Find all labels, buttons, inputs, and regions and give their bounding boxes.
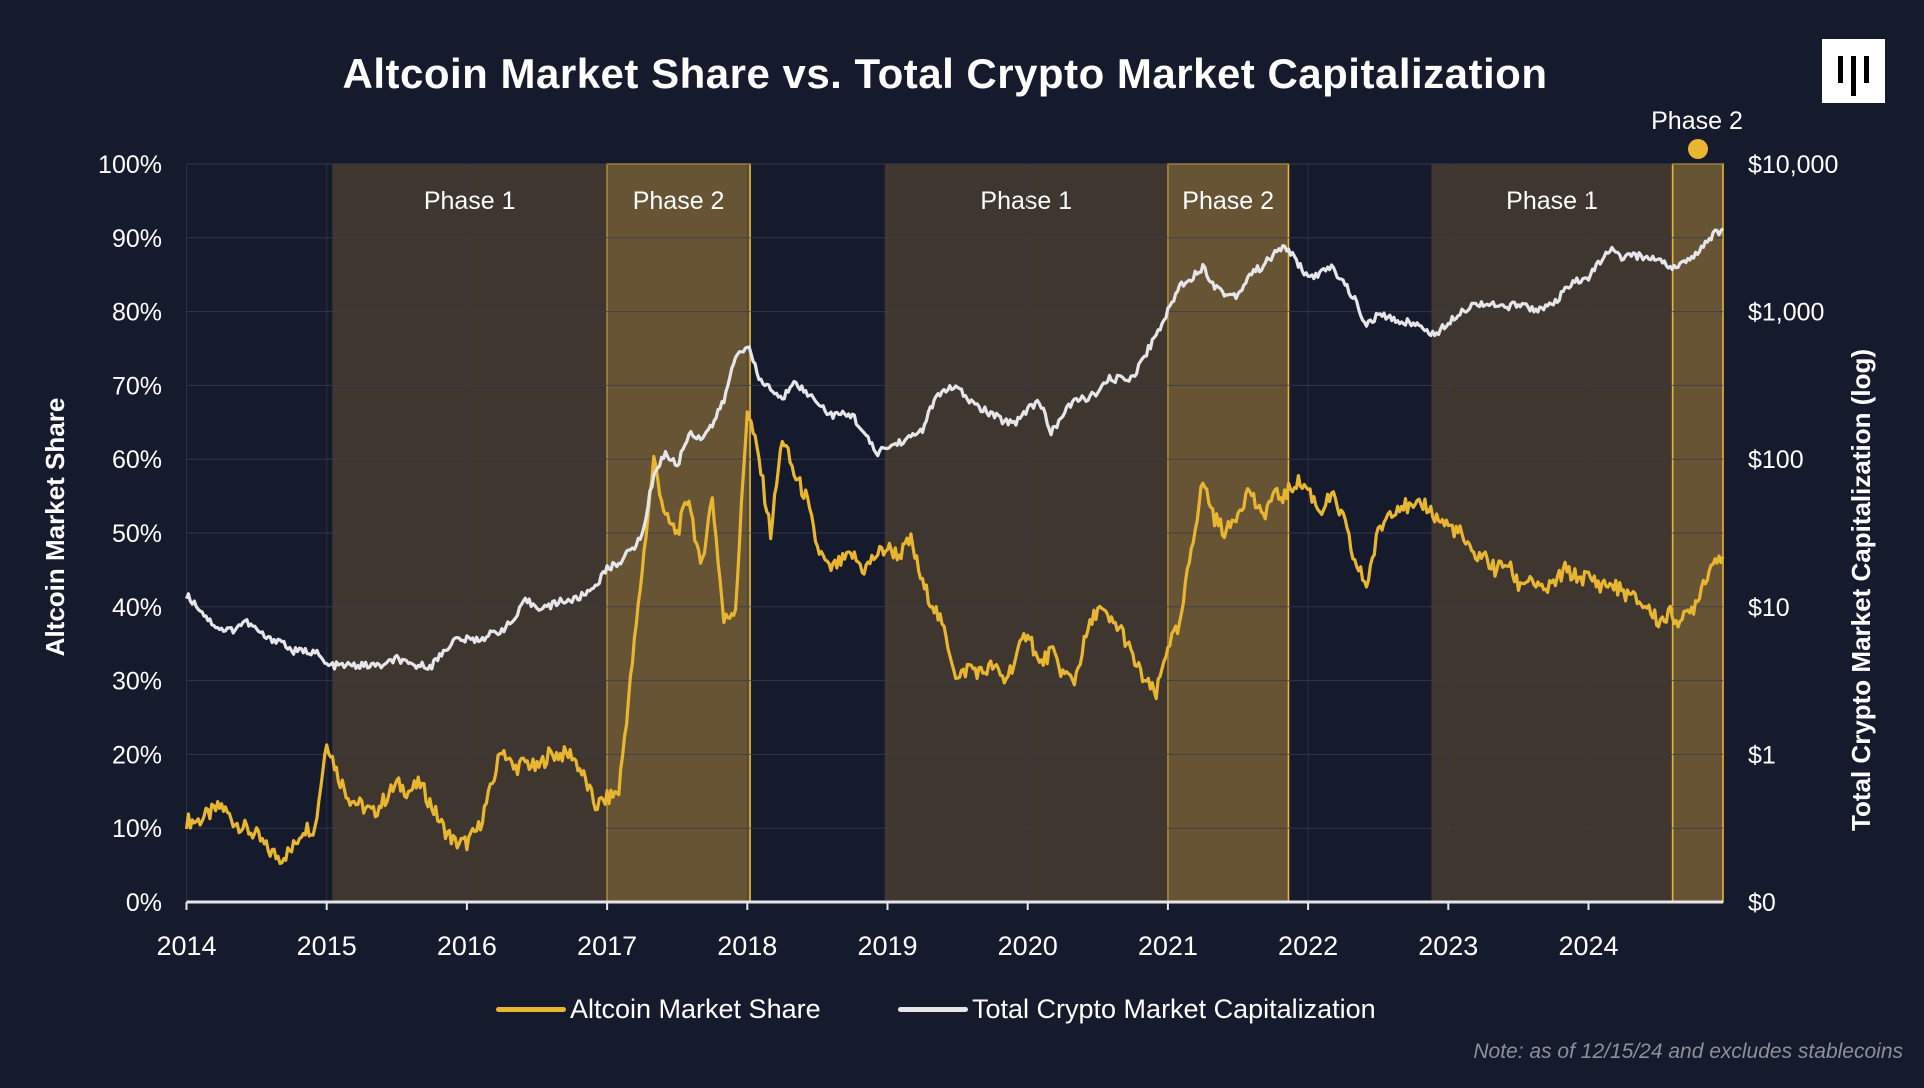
x-tick-label: 2014 bbox=[156, 931, 216, 961]
x-tick-label: 2021 bbox=[1138, 931, 1198, 961]
x-tick-label: 2024 bbox=[1558, 931, 1618, 961]
x-tick-label: 2015 bbox=[297, 931, 357, 961]
y-tick-label: 50% bbox=[112, 520, 162, 548]
legend-swatch-altcoin bbox=[496, 1007, 566, 1012]
y-axis-title: Altcoin Market Share bbox=[40, 398, 70, 657]
legend-market-cap: Total Crypto Market Capitalization bbox=[898, 994, 1376, 1025]
logo-icon bbox=[1838, 56, 1869, 96]
phase-marker-dot bbox=[1688, 139, 1708, 159]
y-tick-label: 100% bbox=[98, 151, 162, 179]
y2-tick-label: $10,000 bbox=[1748, 151, 1838, 179]
legend-swatch-market-cap bbox=[898, 1007, 968, 1012]
y-tick-label: 80% bbox=[112, 299, 162, 327]
y2-tick-label: $1 bbox=[1748, 741, 1776, 769]
legend-altcoin: Altcoin Market Share bbox=[496, 994, 821, 1025]
y2-tick-label: $100 bbox=[1748, 446, 1804, 474]
altcoin-share-line bbox=[184, 410, 1725, 866]
y-tick-label: 10% bbox=[112, 815, 162, 843]
phase-label: Phase 2 bbox=[1651, 107, 1743, 135]
x-tick-label: 2018 bbox=[717, 931, 777, 961]
y-tick-label: 40% bbox=[112, 594, 162, 622]
x-tick-label: 2016 bbox=[437, 931, 497, 961]
y-tick-label: 20% bbox=[112, 741, 162, 769]
y2-tick-label: $0 bbox=[1748, 889, 1776, 917]
y-tick-label: 70% bbox=[112, 372, 162, 400]
phase-label: Phase 2 bbox=[633, 187, 725, 215]
legend-label-altcoin: Altcoin Market Share bbox=[570, 994, 821, 1024]
y-tick-label: 0% bbox=[126, 889, 162, 917]
footnote: Note: as of 12/15/24 and excludes stable… bbox=[1473, 1040, 1903, 1063]
x-tick-label: 2019 bbox=[857, 931, 917, 961]
market-cap-line bbox=[185, 227, 1725, 671]
x-tick-label: 2023 bbox=[1418, 931, 1478, 961]
legend-label-market-cap: Total Crypto Market Capitalization bbox=[972, 994, 1376, 1024]
phase-label: Phase 2 bbox=[1182, 187, 1274, 215]
y2-tick-label: $1,000 bbox=[1748, 299, 1824, 327]
y-tick-label: 60% bbox=[112, 446, 162, 474]
brand-logo bbox=[1822, 39, 1885, 103]
phase-label: Phase 1 bbox=[980, 187, 1072, 215]
x-tick-label: 2017 bbox=[577, 931, 637, 961]
y-tick-label: 30% bbox=[112, 668, 162, 696]
chart-title: Altcoin Market Share vs. Total Crypto Ma… bbox=[342, 50, 1548, 97]
x-tick-label: 2022 bbox=[1278, 931, 1338, 961]
x-tick-label: 2020 bbox=[998, 931, 1058, 961]
y-tick-label: 90% bbox=[112, 225, 162, 253]
phase-label: Phase 1 bbox=[424, 187, 516, 215]
y2-axis-title: Total Crypto Market Capitalization (log) bbox=[1846, 349, 1876, 831]
phase-label: Phase 1 bbox=[1506, 187, 1598, 215]
y2-tick-label: $10 bbox=[1748, 594, 1790, 622]
